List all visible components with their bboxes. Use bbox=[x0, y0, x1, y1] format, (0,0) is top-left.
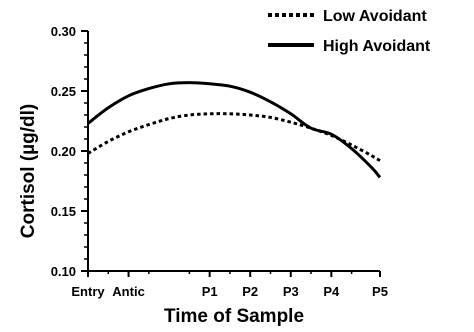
x-tick-label: P1 bbox=[202, 284, 218, 299]
x-tick-label: P3 bbox=[283, 284, 299, 299]
x-axis-title: Time of Sample bbox=[164, 306, 304, 327]
axes bbox=[87, 31, 380, 272]
y-tick-label: 0.15 bbox=[51, 204, 76, 219]
x-tick-label: P5 bbox=[372, 284, 388, 299]
y-tick-label: 0.25 bbox=[51, 84, 76, 99]
x-axis-ticks: Entry Antic P1 P2 P3 P4 P5 bbox=[71, 271, 388, 299]
y-axis-title: Cortisol (µg/dl) bbox=[18, 104, 39, 238]
x-tick-label: P2 bbox=[242, 284, 258, 299]
legend-label-low-avoidant: Low Avoidant bbox=[323, 8, 427, 25]
y-tick-label: 0.10 bbox=[51, 264, 76, 279]
y-axis-ticks: 0.10 0.15 0.20 0.25 0.30 bbox=[51, 24, 88, 279]
x-tick-label: Entry bbox=[71, 284, 105, 299]
y-tick-label: 0.30 bbox=[51, 24, 76, 39]
series-line-high-avoidant bbox=[87, 81, 382, 179]
legend-label-high-avoidant: High Avoidant bbox=[323, 38, 431, 55]
y-tick-label: 0.20 bbox=[51, 144, 76, 159]
x-tick-label: Antic bbox=[112, 284, 145, 299]
legend: Low Avoidant High Avoidant bbox=[268, 8, 431, 55]
x-tick-label: P4 bbox=[323, 284, 340, 299]
data-series bbox=[87, 81, 382, 179]
